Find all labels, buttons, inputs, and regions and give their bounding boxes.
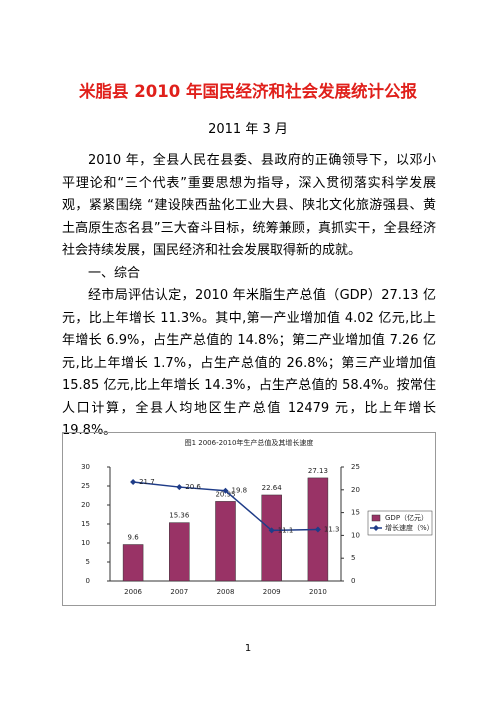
value-label: 20.95 [215,490,235,498]
y-tick-label: 0 [86,577,90,585]
value-label: 15.36 [169,512,190,520]
legend-label: 增长速度（%） [385,523,434,532]
x-tick-label: 2010 [309,588,327,596]
date: 2011 年 3 月 [208,122,288,137]
y-tick-label: 30 [81,463,90,471]
bar [215,501,236,582]
bar [122,544,144,582]
value-label: 20.6 [185,483,201,491]
y2-tick-label: 10 [351,531,360,539]
y-tick-label: 20 [81,501,90,509]
marker [176,484,183,491]
y2-tick-label: 5 [351,554,355,562]
paragraph: 经市局评估认定，2010 年米脂生产总值（GDP）27.13 亿元，比上年增长 … [62,288,436,438]
value-label: 27.13 [308,467,328,475]
marker [268,527,275,534]
legend-marker [373,525,379,531]
chart: 图1 2006-2010年生产总值及其增长速度 0 5 10 15 20 25 30 0 5 10… [81,438,434,596]
value-label: 19.8 [232,487,248,495]
value-label: 9.6 [128,534,140,542]
marker [222,487,229,494]
x-tick-label: 2009 [263,588,281,596]
legend-swatch [371,514,381,522]
y-tick-label: 25 [81,482,90,490]
y-tick-label: 10 [81,539,90,547]
y2-tick-label: 15 [351,509,360,517]
chart-frame: 图1 2006-2010年生产总值及其增长速度 0 5 10 15 20 25 30 0 5 10… [62,432,436,606]
value-label: 11.3 [324,525,340,533]
paragraph: 2010 年，全县人民在县委、县政府的正确领导下，以邓小平理论和“三个代表”重要… [62,153,436,258]
x-tick-label: 2008 [217,588,235,596]
y-tick-label: 15 [81,520,90,528]
chart-title: 图1 2006-2010年生产总值及其增长速度 [185,438,314,447]
x-tick-label: 2007 [170,588,188,596]
bar [169,522,190,582]
y2-tick-label: 20 [351,486,360,494]
value-label: 22.64 [262,484,283,492]
y-tick-label: 5 [86,558,90,566]
marker [130,479,137,486]
value-label: 21.7 [139,478,155,486]
x-tick-label: 2006 [124,588,142,596]
body-text: 2010 年，全县人民在县委、县政府的正确领导下，以邓小平理论和“三个代表”重要… [62,150,436,443]
bar [261,494,282,582]
document-title: 米脂县 2010 年国民经济和社会发展统计公报 [79,82,417,101]
y2-tick-label: 0 [351,577,355,585]
section-heading: 一、综合 [88,265,141,281]
page-number: 1 [244,643,252,654]
value-label: 11.1 [278,526,294,534]
marker [314,526,321,533]
legend-label: GDP（亿元） [385,513,428,522]
y2-tick-label: 25 [351,463,360,471]
